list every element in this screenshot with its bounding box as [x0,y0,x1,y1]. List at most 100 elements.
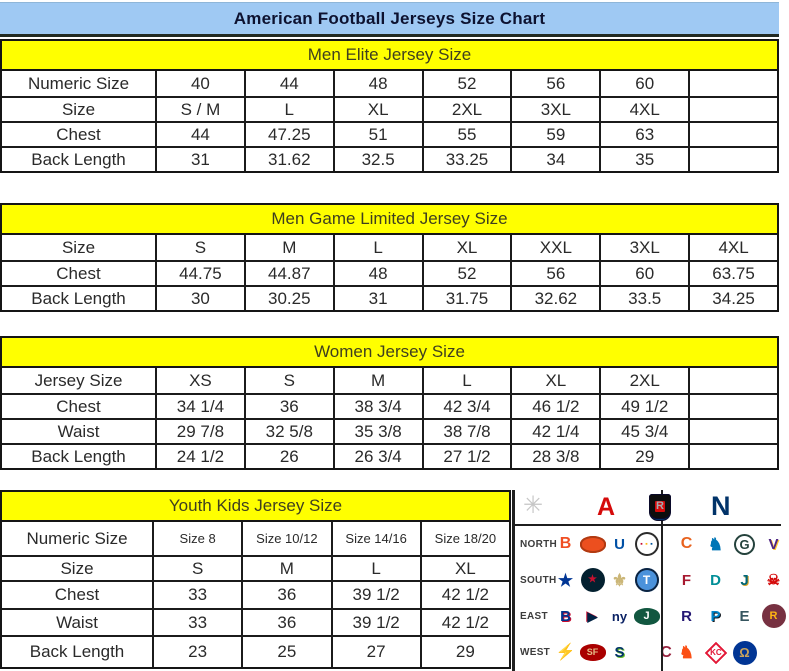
section-header-men-game-limited: Men Game Limited Jersey Size [2,205,777,235]
size-table-women: Women Jersey Size Jersey Size XS S M L XL 2XL C… [0,336,779,470]
size-table-men-elite: Men Elite Jersey Size Numeric Size 40 44 48… [0,39,779,173]
youth-wrap: Youth Kids Jersey Size Numeric Size Size … [0,490,511,671]
team-logo-broncos-icon: ♞ [678,643,695,662]
section-header-youth: Youth Kids Jersey Size [2,492,509,522]
size-cell: 42 1/4 [510,418,600,443]
size-cell: 24 1/2 [155,443,244,468]
team-logo-cowboys-icon: ★ [557,570,574,590]
size-cell: Size 18/20 [419,522,509,555]
nfc-logo-icon: N [711,491,731,521]
size-cell: 31.75 [421,285,511,310]
size-grid-youth: Numeric Size Size 8 Size 10/12 Size 14/16 Si… [2,522,509,667]
size-cell: 44.75 [155,260,244,285]
size-cell: S [152,555,242,580]
conference-divider-line [661,490,663,671]
size-grid-women: Jersey Size XS S M L XL 2XL Chest 34 1/4 36 38 3/4… [2,368,777,468]
team-logo-steelers-icon: ▪ [634,532,659,556]
size-cell: 56 [510,71,600,96]
size-cell [688,146,777,171]
division-row-south: SOUTH ★ ★ ⚜ T F D J ☠ [515,562,781,598]
team-logo-falcons-icon: F [681,571,692,589]
team-logo-browns-icon [579,535,606,553]
team-logo-texans-icon: ★ [580,568,605,592]
size-cell [688,71,777,96]
team-logo-bills-icon: B [560,607,571,625]
size-cell: 52 [421,260,511,285]
size-cell: 35 [599,146,689,171]
size-cell: S / M [155,96,244,121]
size-cell: 33.25 [421,146,511,171]
size-cell: L [330,555,420,580]
division-row-east: EAST B ▶ ny J R P E R [515,598,786,634]
team-logo-lions-icon: ♞ [707,534,724,554]
row-label: Size [2,96,155,121]
size-cell: 39 1/2 [330,580,420,608]
size-cell: Size 14/16 [330,522,420,555]
row-label: Chest [2,121,155,146]
size-table-youth: Youth Kids Jersey Size Numeric Size Size … [0,490,511,669]
team-logo-jaguars-icon: J [740,571,749,589]
row-label: Back Length [2,146,155,171]
size-cell: 2XL [421,96,511,121]
row-label: Waist [2,608,152,635]
size-cell: 25 [241,635,331,667]
team-logo-chargers-icon: ⚡ [555,643,576,661]
size-cell: 38 3/4 [332,393,422,418]
division-rows: NORTH B U ▪ C ♞ G V SOUTH ★ ★ ⚜ T F D J ☠ EAST B ▶ ny J R P E R WE… [515,494,786,671]
team-logo-ravens-icon: R [681,607,692,625]
size-cell [688,393,777,418]
size-cell: 29 [599,443,689,468]
row-label: Back Length [2,285,155,310]
size-cell: 59 [510,121,600,146]
size-cell: 34.25 [688,285,777,310]
team-logo-titans-icon: T [634,568,659,592]
row-label: Chest [2,580,152,608]
size-cell: 3XL [599,235,689,260]
size-cell: 2XL [599,368,689,393]
division-label: EAST [520,610,548,622]
size-cell: 3XL [510,96,600,121]
row-label: Chest [2,393,155,418]
size-cell: 39 1/2 [330,608,420,635]
size-cell: Size 10/12 [241,522,331,555]
size-cell: 44 [243,71,333,96]
size-cell: 63 [599,121,689,146]
team-logo-dolphins-icon: D [710,571,721,589]
team-logo-packers-icon: G [734,534,755,555]
row-label: Jersey Size [2,368,155,393]
size-grid-men-game-limited: Size S M L XL XXL 3XL 4XL Chest 44.75 44.87 48 52 56 6… [2,235,777,310]
size-cell: 31 [332,285,422,310]
size-cell: 34 [510,146,600,171]
team-logo-colts-icon: U [614,535,625,553]
size-cell: XL [332,96,422,121]
conference-header: ✳ A NFL N [515,490,781,526]
size-cell: 60 [599,260,689,285]
size-cell: 48 [332,71,422,96]
team-logo-seahawks-icon: S [614,644,625,661]
team-logo-cardinals-icon: C [660,643,672,661]
row-label: Back Length [2,443,155,468]
size-grid-men-elite: Numeric Size 40 44 48 52 56 60 Size S / M L XL 2XL 3… [2,71,777,171]
size-cell: S [155,235,244,260]
section-header-women: Women Jersey Size [2,338,777,368]
size-cell: 44 [155,121,244,146]
size-cell: 31 [155,146,244,171]
team-logo-vikings-icon: V [768,535,779,553]
size-cell: 4XL [599,96,689,121]
size-cell: 42 1/2 [419,608,509,635]
size-cell: L [332,235,422,260]
size-cell: M [332,368,422,393]
team-logo-raiders-icon: R [649,494,671,519]
row-label: Size [2,235,155,260]
team-logo-giants-icon: ny [611,608,628,624]
row-label: Numeric Size [2,522,152,555]
size-cell: XXL [510,235,600,260]
size-cell: 52 [421,71,511,96]
size-cell: S [243,368,333,393]
division-row-west: WEST R ⚡ SF S C ♞ KC Ω [515,494,781,671]
size-cell: 26 [243,443,333,468]
team-logo-bears-icon: C [680,535,693,552]
row-label: Numeric Size [2,71,155,96]
size-cell: 56 [510,260,600,285]
